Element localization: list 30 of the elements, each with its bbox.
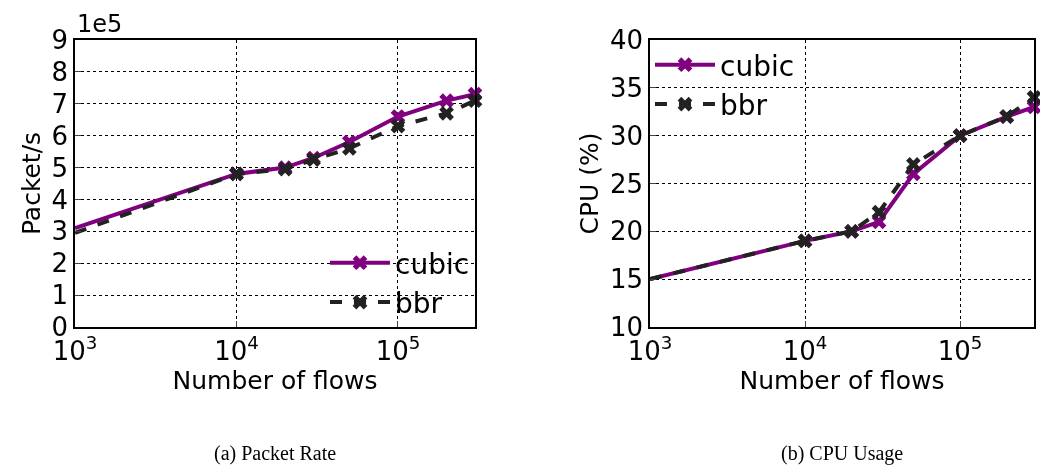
y-tick-label: 30 bbox=[609, 120, 644, 151]
legend-label: cubic bbox=[395, 247, 470, 281]
x-tick-label: 10$^{5}$ bbox=[937, 332, 983, 366]
x-axis-title: Number of flows bbox=[172, 365, 378, 395]
text: (a) Packet Rate bbox=[214, 442, 337, 465]
legend-label: cubic bbox=[720, 49, 795, 83]
y-tick-label: 1 bbox=[51, 280, 69, 311]
y-tick-label: 9 bbox=[51, 25, 69, 56]
text: 1e5 bbox=[77, 10, 123, 38]
x-axis-title: Number of flows bbox=[739, 365, 945, 395]
y-tick-label: 40 bbox=[609, 25, 644, 56]
y-tick-label: 4 bbox=[51, 184, 69, 215]
y-axis-title: CPU (%) bbox=[575, 132, 605, 235]
y-tick-label: 25 bbox=[609, 168, 644, 199]
x-tick-label: 10$^{4}$ bbox=[782, 332, 828, 366]
y-tick-label: 6 bbox=[51, 120, 69, 151]
y-axis-title: Packet/s bbox=[16, 131, 46, 236]
y-tick-label: 2 bbox=[51, 248, 69, 279]
y-tick-label: 5 bbox=[51, 152, 69, 183]
y-tick-label: 35 bbox=[609, 72, 644, 103]
y-tick-label: 7 bbox=[51, 88, 69, 119]
legend-label: bbr bbox=[720, 89, 768, 123]
x-tick-label: 10$^{5}$ bbox=[375, 332, 421, 366]
y-tick-label: 15 bbox=[609, 264, 644, 295]
legend-label: bbr bbox=[395, 287, 443, 321]
y-tick-label: 3 bbox=[51, 216, 69, 247]
y-tick-label: 8 bbox=[51, 56, 69, 87]
y-tick-label: 20 bbox=[609, 216, 644, 247]
x-tick-label: 10$^{4}$ bbox=[214, 332, 259, 366]
text: (b) CPU Usage bbox=[781, 442, 904, 465]
